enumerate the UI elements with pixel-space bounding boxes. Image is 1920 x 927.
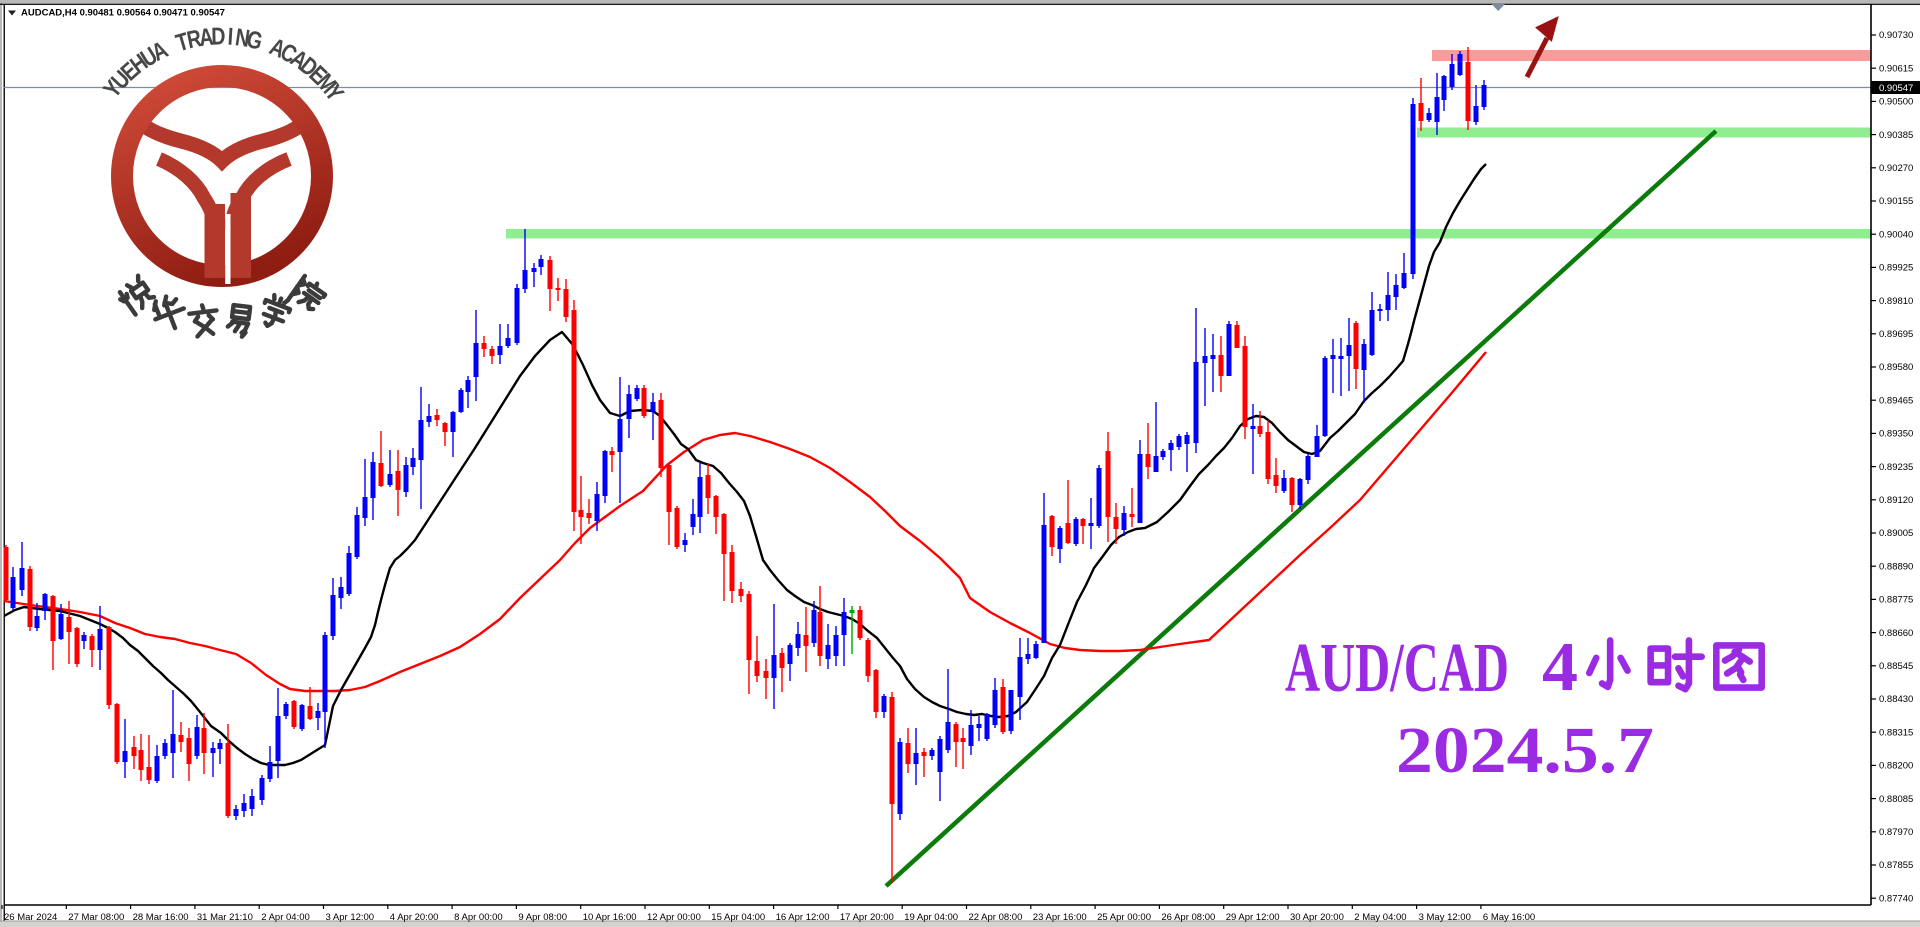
svg-text:0.90730: 0.90730 xyxy=(1879,30,1913,41)
svg-text:N: N xyxy=(234,23,252,52)
svg-text:I: I xyxy=(227,22,234,50)
svg-text:0.89120: 0.89120 xyxy=(1879,495,1913,506)
svg-text:0.89925: 0.89925 xyxy=(1879,263,1913,274)
svg-text:4 Apr 20:00: 4 Apr 20:00 xyxy=(390,912,439,923)
svg-text:0.88775: 0.88775 xyxy=(1879,595,1913,606)
svg-text:0.89810: 0.89810 xyxy=(1879,296,1913,307)
svg-text:3 Apr 12:00: 3 Apr 12:00 xyxy=(326,912,375,923)
svg-text:0.89235: 0.89235 xyxy=(1879,462,1913,473)
svg-text:0.89465: 0.89465 xyxy=(1879,395,1913,406)
svg-text:2 May 04:00: 2 May 04:00 xyxy=(1354,912,1406,923)
svg-text:4: 4 xyxy=(1542,629,1578,706)
svg-text:22 Apr 08:00: 22 Apr 08:00 xyxy=(969,912,1023,923)
svg-text:0.89350: 0.89350 xyxy=(1879,429,1913,440)
svg-text:0.90615: 0.90615 xyxy=(1879,63,1913,74)
svg-text:8 Apr 00:00: 8 Apr 00:00 xyxy=(454,912,503,923)
svg-text:A: A xyxy=(198,23,215,52)
svg-text:25 Apr 00:00: 25 Apr 00:00 xyxy=(1097,912,1151,923)
svg-text:0.87970: 0.87970 xyxy=(1879,827,1913,838)
svg-text:0.90500: 0.90500 xyxy=(1879,97,1913,108)
svg-text:3 May 12:00: 3 May 12:00 xyxy=(1419,912,1471,923)
svg-text:0.90155: 0.90155 xyxy=(1879,196,1913,207)
svg-text:0.88430: 0.88430 xyxy=(1879,694,1913,705)
svg-text:6 May 16:00: 6 May 16:00 xyxy=(1483,912,1535,923)
svg-text:10 Apr 16:00: 10 Apr 16:00 xyxy=(583,912,637,923)
svg-text:0.88545: 0.88545 xyxy=(1879,661,1913,672)
svg-text:0.89695: 0.89695 xyxy=(1879,329,1913,340)
svg-text:27 Mar 08:00: 27 Mar 08:00 xyxy=(68,912,124,923)
svg-text:2 Apr 04:00: 2 Apr 04:00 xyxy=(261,912,310,923)
svg-text:0.87740: 0.87740 xyxy=(1879,893,1913,904)
svg-text:31 Mar 21:10: 31 Mar 21:10 xyxy=(197,912,253,923)
svg-text:15 Apr 04:00: 15 Apr 04:00 xyxy=(711,912,765,923)
svg-text:0.90385: 0.90385 xyxy=(1879,130,1913,141)
svg-text:2024.5.7: 2024.5.7 xyxy=(1396,714,1654,787)
svg-text:G: G xyxy=(244,25,265,55)
svg-text:0.90040: 0.90040 xyxy=(1879,229,1913,240)
svg-text:AUDCAD,H4 0.90481 0.90564 0.9: AUDCAD,H4 0.90481 0.90564 0.90471 0.9054… xyxy=(21,8,225,19)
svg-text:17 Apr 20:00: 17 Apr 20:00 xyxy=(840,912,894,923)
svg-text:0.88315: 0.88315 xyxy=(1879,727,1913,738)
svg-text:0.90547: 0.90547 xyxy=(1879,83,1913,94)
svg-text:12 Apr 00:00: 12 Apr 00:00 xyxy=(647,912,701,923)
svg-text:0.89580: 0.89580 xyxy=(1879,362,1913,373)
svg-text:0.88200: 0.88200 xyxy=(1879,761,1913,772)
svg-text:26 Mar 2024: 26 Mar 2024 xyxy=(4,912,57,923)
svg-text:0.89005: 0.89005 xyxy=(1879,528,1913,539)
svg-text:30 Apr 20:00: 30 Apr 20:00 xyxy=(1290,912,1344,923)
svg-text:16 Apr 12:00: 16 Apr 12:00 xyxy=(776,912,830,923)
svg-text:9 Apr 08:00: 9 Apr 08:00 xyxy=(518,912,567,923)
svg-text:0.88890: 0.88890 xyxy=(1879,561,1913,572)
svg-text:0.90270: 0.90270 xyxy=(1879,163,1913,174)
svg-text:0.88085: 0.88085 xyxy=(1879,794,1913,805)
svg-text:0.88660: 0.88660 xyxy=(1879,628,1913,639)
svg-text:0.87855: 0.87855 xyxy=(1879,860,1913,871)
svg-text:29 Apr 12:00: 29 Apr 12:00 xyxy=(1226,912,1280,923)
svg-text:23 Apr 16:00: 23 Apr 16:00 xyxy=(1033,912,1087,923)
svg-text:19 Apr 04:00: 19 Apr 04:00 xyxy=(904,912,958,923)
svg-text:28 Mar 16:00: 28 Mar 16:00 xyxy=(133,912,189,923)
svg-text:D: D xyxy=(211,22,226,50)
svg-text:26 Apr 08:00: 26 Apr 08:00 xyxy=(1161,912,1215,923)
svg-text:AUD/CAD: AUD/CAD xyxy=(1285,630,1509,707)
svg-text:R: R xyxy=(184,24,203,54)
